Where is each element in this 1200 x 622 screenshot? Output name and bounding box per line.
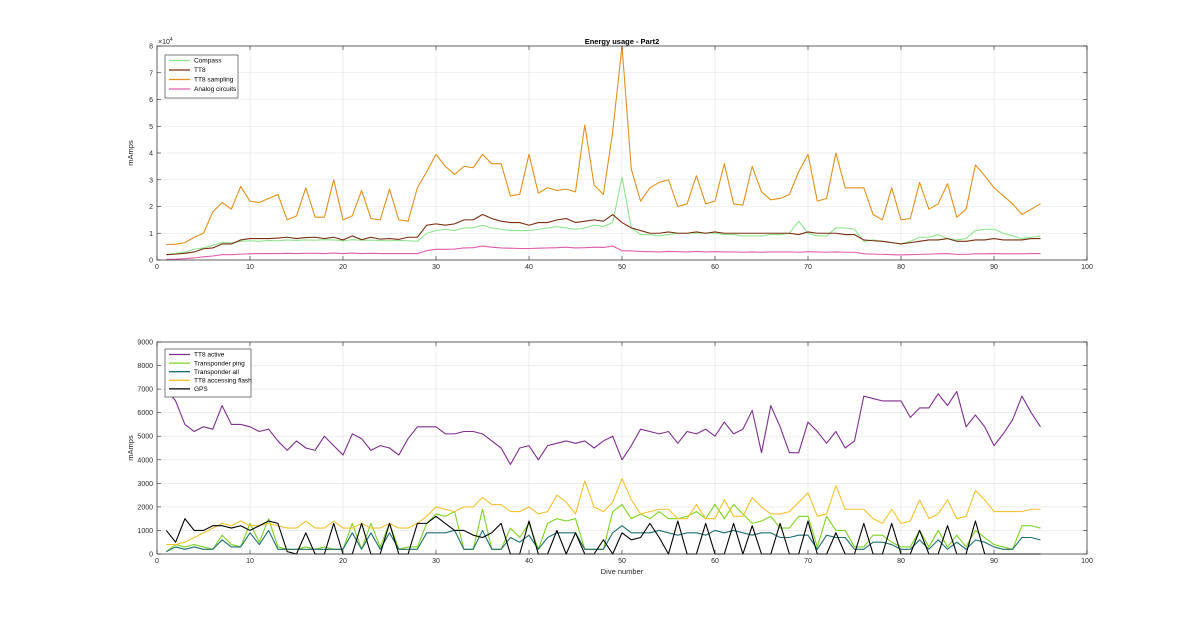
legend-box bbox=[164, 54, 239, 99]
legend-label-3: TT8 accessing flash bbox=[194, 378, 252, 385]
x-tick-label: 40 bbox=[525, 558, 533, 565]
x-tick-label: 70 bbox=[804, 558, 812, 565]
x-tick-label: 90 bbox=[990, 264, 998, 271]
y-axis-label: mAmps bbox=[126, 435, 135, 461]
x-tick-label: 40 bbox=[525, 264, 533, 271]
x-tick-label: 10 bbox=[246, 558, 254, 565]
x-tick-label: 90 bbox=[990, 558, 998, 565]
y-exponent-label: ×104 bbox=[158, 37, 173, 46]
series-line-3 bbox=[166, 478, 1041, 546]
legend-label-3: Analog circuits bbox=[194, 86, 237, 93]
y-tick-label: 2 bbox=[149, 204, 153, 211]
x-tick-label: 10 bbox=[246, 264, 254, 271]
y-tick-label: 4 bbox=[149, 151, 153, 158]
y-exponent-base: ×10 bbox=[158, 39, 170, 46]
legend-label-2: TT8 sampling bbox=[194, 77, 234, 84]
y-tick-label: 6000 bbox=[137, 410, 153, 417]
legend-label-1: TT8 bbox=[194, 67, 206, 74]
x-tick-label: 60 bbox=[711, 558, 719, 565]
x-tick-label: 100 bbox=[1081, 558, 1093, 565]
x-tick-label: 50 bbox=[618, 264, 626, 271]
legend-label-1: Transponder ping bbox=[194, 360, 245, 367]
y-tick-label: 7 bbox=[149, 70, 153, 77]
x-tick-label: 80 bbox=[897, 558, 905, 565]
x-tick-label: 70 bbox=[804, 264, 812, 271]
legend: Compass TT8 TT8 sampling Analog circuits bbox=[164, 54, 239, 99]
series-line-2 bbox=[166, 525, 1041, 553]
y-tick-label: 1000 bbox=[137, 528, 153, 535]
x-tick-label: 80 bbox=[897, 264, 905, 271]
x-tick-label: 60 bbox=[711, 264, 719, 271]
legend-label-2: Transponder all bbox=[194, 369, 239, 376]
y-tick-label: 8000 bbox=[137, 363, 153, 370]
x-tick-label: 30 bbox=[432, 558, 440, 565]
y-tick-label: 3000 bbox=[137, 481, 153, 488]
y-tick-label: 1 bbox=[149, 231, 153, 238]
x-tick-label: 30 bbox=[432, 264, 440, 271]
series-line-2 bbox=[166, 45, 1041, 246]
y-tick-label: 8 bbox=[149, 44, 153, 51]
legend-label-4: GPS bbox=[194, 386, 208, 393]
x-tick-label: 100 bbox=[1081, 264, 1093, 271]
series-line-3 bbox=[166, 245, 1041, 261]
x-axis-label: Dive number bbox=[601, 567, 644, 576]
y-tick-label: 3 bbox=[149, 177, 153, 184]
y-tick-label: 0 bbox=[149, 552, 153, 559]
series-line-4 bbox=[165, 515, 1041, 555]
y-tick-label: 9000 bbox=[137, 340, 153, 347]
y-tick-label: 4000 bbox=[137, 457, 153, 464]
y-tick-label: 6 bbox=[149, 97, 153, 104]
y-tick-label: 5 bbox=[149, 124, 153, 131]
y-tick-label: 5000 bbox=[137, 434, 153, 441]
bottom-axes: 0 10 20 30 40 50 60 70 80 90 100010002000300040005… bbox=[126, 340, 1093, 577]
x-tick-label: 0 bbox=[155, 264, 159, 271]
series-line-0 bbox=[165, 388, 1041, 466]
y-exponent-power: 4 bbox=[170, 37, 173, 43]
y-axis-label: mAmps bbox=[126, 140, 135, 166]
legend-label-0: TT8 active bbox=[194, 352, 225, 359]
y-tick-label: 0 bbox=[149, 258, 153, 265]
series-line-1 bbox=[166, 213, 1041, 256]
y-tick-label: 2000 bbox=[137, 504, 153, 511]
x-tick-label: 0 bbox=[155, 558, 159, 565]
legend-label-0: Compass bbox=[194, 58, 222, 65]
x-tick-label: 20 bbox=[339, 264, 347, 271]
y-tick-label: 7000 bbox=[137, 387, 153, 394]
x-tick-label: 50 bbox=[618, 558, 626, 565]
x-tick-label: 20 bbox=[339, 558, 347, 565]
chart-title: Energy usage - Part2 bbox=[585, 37, 660, 46]
